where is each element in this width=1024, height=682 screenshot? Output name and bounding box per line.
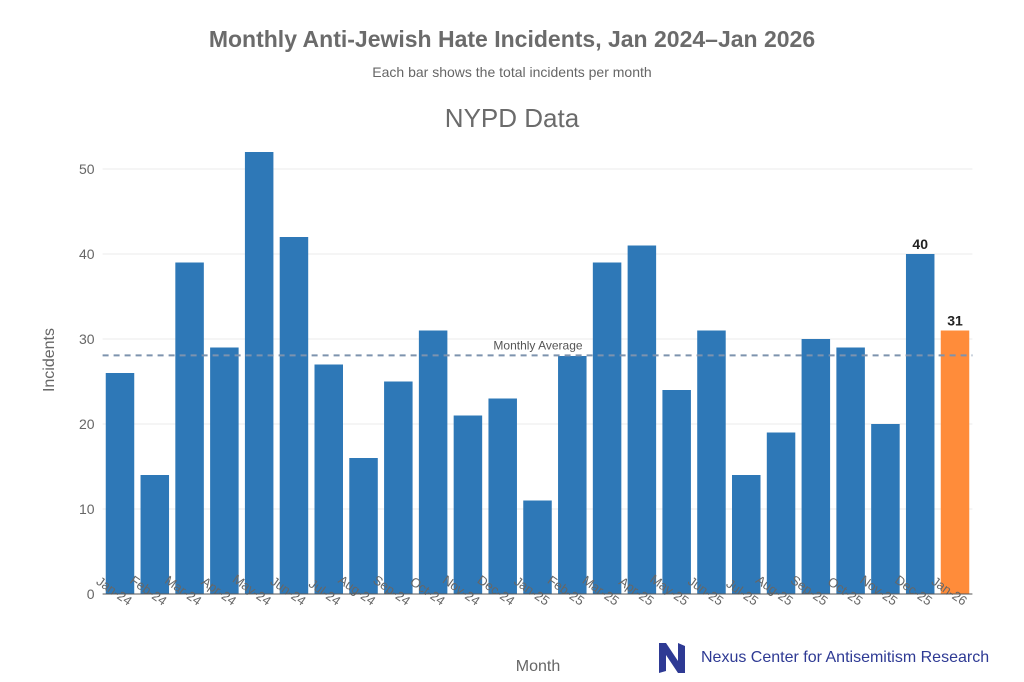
bar	[314, 364, 343, 594]
bar	[523, 500, 552, 594]
bar	[871, 424, 900, 594]
average-label: Monthly Average	[493, 338, 582, 352]
bar	[697, 330, 726, 594]
y-tick-label: 0	[87, 586, 95, 602]
bar	[210, 347, 239, 594]
y-axis-title: Incidents	[41, 328, 58, 392]
bar	[732, 475, 761, 594]
nexus-logo-icon	[659, 643, 685, 673]
bar	[558, 356, 587, 594]
bar	[384, 381, 413, 594]
bar	[105, 373, 135, 594]
data-label: 31	[947, 313, 963, 329]
bar	[592, 262, 622, 594]
data-label: 40	[912, 236, 928, 252]
bar	[940, 330, 970, 594]
organization-name: Nexus Center for Antisemitism Research	[701, 649, 990, 666]
bar	[627, 245, 657, 594]
bar	[453, 415, 483, 594]
bar	[175, 262, 204, 594]
branding: Nexus Center for Antisemitism Research	[657, 641, 989, 675]
bar	[801, 339, 831, 594]
bar	[244, 152, 274, 594]
x-axis-title: Month	[516, 658, 560, 675]
bar	[905, 254, 935, 594]
bar	[349, 458, 378, 594]
bar	[279, 237, 309, 594]
bar	[488, 398, 517, 594]
chart-title: Monthly Anti-Jewish Hate Incidents, Jan …	[208, 26, 816, 52]
y-tick-label: 30	[79, 331, 95, 347]
bar	[766, 432, 796, 594]
chart-subtitle: Each bar shows the total incidents per m…	[372, 64, 652, 80]
y-tick-label: 10	[79, 501, 95, 517]
y-tick-label: 20	[79, 416, 95, 432]
bar	[836, 347, 865, 594]
bar	[140, 475, 170, 594]
chart-panel-title: NYPD Data	[444, 103, 580, 133]
bar	[418, 330, 448, 594]
y-tick-label: 40	[79, 246, 95, 262]
bar	[662, 390, 691, 594]
y-tick-label: 50	[79, 161, 95, 177]
